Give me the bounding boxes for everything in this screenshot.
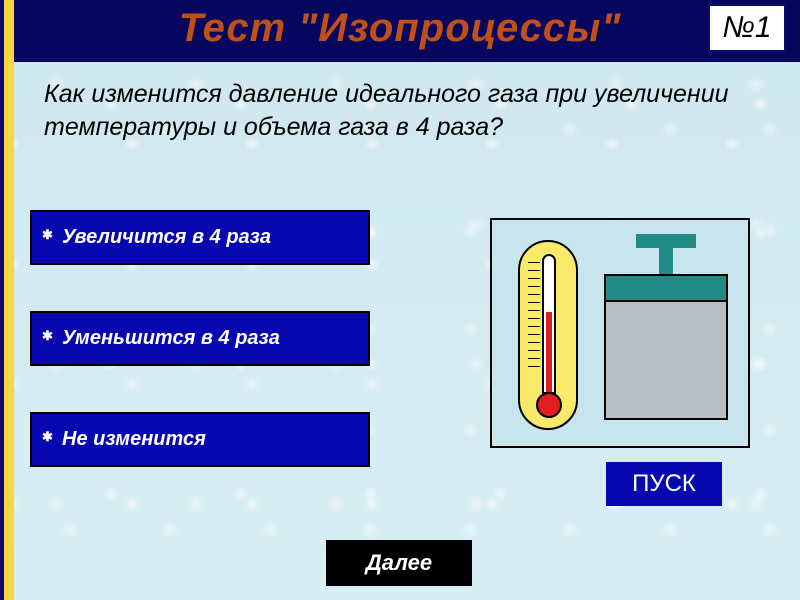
question-number: №1: [722, 11, 771, 45]
asterisk-icon: [44, 334, 54, 344]
answer-label: Не изменится: [62, 428, 206, 451]
thermometer-bulb: [536, 392, 562, 418]
answers-list: Увеличится в 4 раза Уменьшится в 4 раза …: [30, 210, 370, 513]
thermometer-fluid: [546, 312, 552, 392]
answer-option-2[interactable]: Уменьшится в 4 раза: [30, 311, 370, 366]
thermometer-icon: [518, 240, 578, 430]
page-title: Тест "Изопроцессы": [0, 6, 800, 51]
piston-head: [604, 274, 728, 302]
illustration-panel: [490, 218, 750, 448]
thermometer-ticks: [528, 262, 540, 392]
piston-rod: [659, 248, 673, 274]
asterisk-icon: [44, 233, 54, 243]
question-text: Как изменится давление идеального газа п…: [44, 78, 780, 143]
left-stripe: [0, 0, 14, 600]
piston-cylinder: [604, 302, 728, 420]
piston-handle: [636, 234, 696, 248]
question-number-badge: №1: [708, 4, 786, 52]
answer-label: Увеличится в 4 раза: [62, 226, 271, 249]
asterisk-icon: [44, 435, 54, 445]
answer-option-3[interactable]: Не изменится: [30, 412, 370, 467]
answer-label: Уменьшится в 4 раза: [62, 327, 280, 350]
piston-icon: [604, 234, 728, 420]
next-button[interactable]: Далее: [326, 540, 472, 586]
start-button[interactable]: ПУСК: [606, 462, 722, 506]
thermometer-tube: [542, 254, 556, 394]
answer-option-1[interactable]: Увеличится в 4 раза: [30, 210, 370, 265]
